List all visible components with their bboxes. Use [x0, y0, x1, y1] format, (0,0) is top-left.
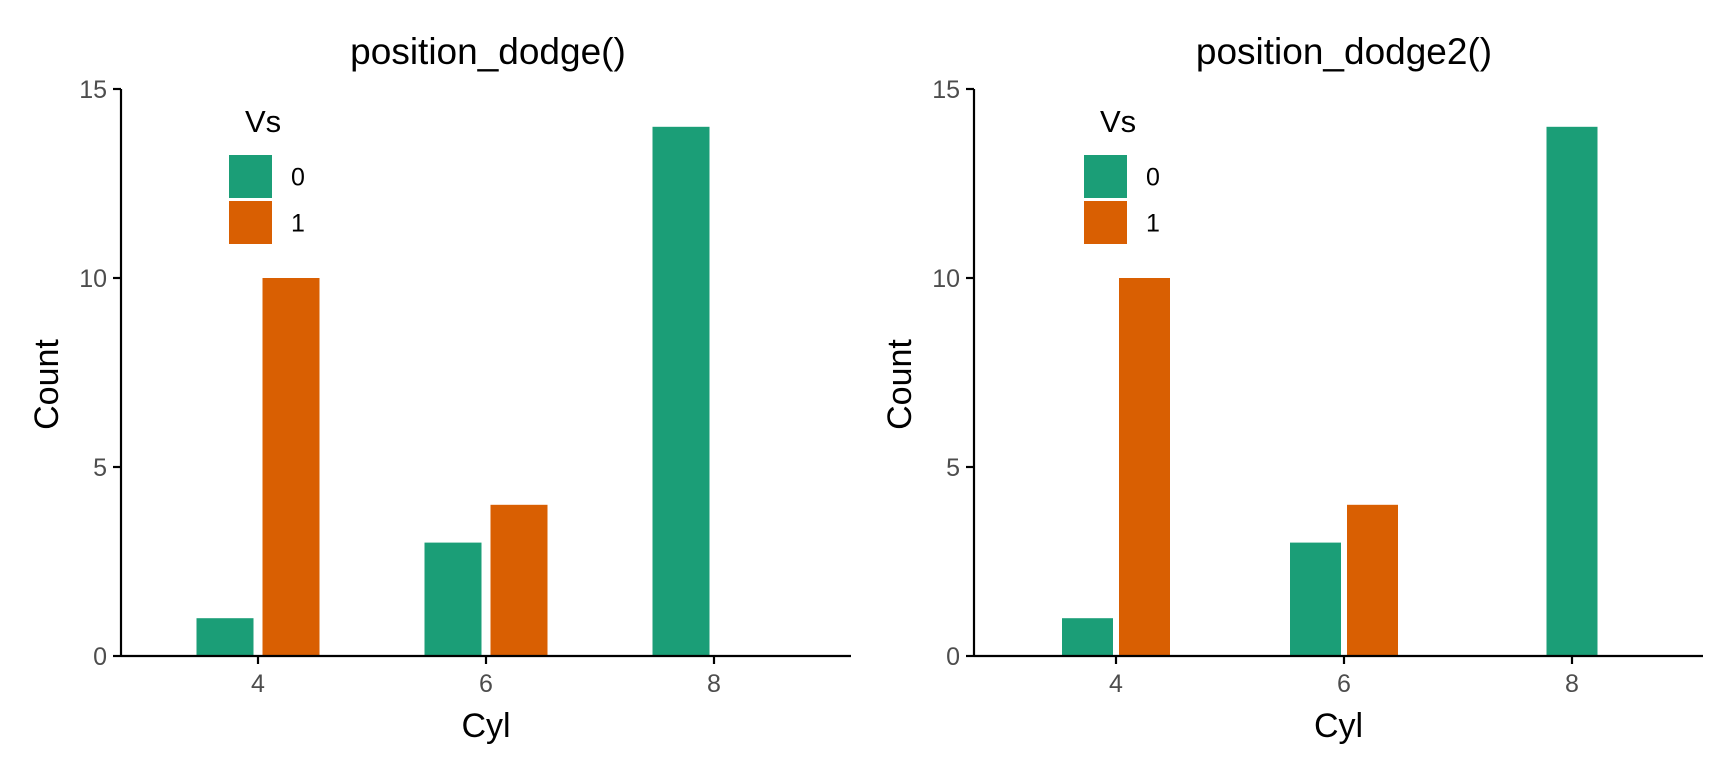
bar-cyl8-vs0 — [1546, 126, 1598, 657]
bar-cyl6-vs1 — [490, 504, 548, 656]
legend-title: Vs — [1100, 104, 1136, 139]
y-tick-label: 0 — [946, 643, 960, 671]
x-axis-title: Cyl — [461, 707, 510, 745]
bar-cyl4-vs0 — [1062, 618, 1113, 656]
chart-panel-1: position_dodge() 0 5 10 15 4 6 8 Cyl Count Vs 0 1 — [28, 31, 851, 745]
chart-title: position_dodge() — [350, 31, 626, 72]
legend: Vs 0 1 — [1084, 104, 1160, 244]
chart-title: position_dodge2() — [1196, 31, 1492, 72]
legend-title: Vs — [245, 104, 281, 139]
y-tick-label: 0 — [93, 643, 107, 671]
legend-label-1: 1 — [1146, 210, 1160, 238]
chart-panel-2: position_dodge2() 0 5 10 15 4 6 8 Cyl Count Vs 0 1 — [881, 31, 1703, 745]
y-tick-label: 5 — [946, 454, 960, 482]
x-tick-label: 8 — [1565, 670, 1579, 698]
bar-cyl8-vs0 — [652, 126, 710, 657]
y-axis-title: Count — [28, 339, 66, 430]
bar-cyl4-vs0 — [196, 618, 254, 656]
x-tick-label: 4 — [1109, 670, 1123, 698]
legend-key-0 — [229, 155, 272, 198]
y-tick-label: 15 — [932, 76, 960, 104]
x-tick-label: 4 — [251, 670, 265, 698]
legend-label-0: 0 — [1146, 164, 1160, 192]
x-tick-label: 6 — [479, 670, 493, 698]
x-axis-title: Cyl — [1314, 707, 1363, 745]
legend-key-1 — [229, 201, 272, 244]
bar-cyl6-vs0 — [424, 542, 482, 656]
legend-label-0: 0 — [291, 164, 305, 192]
legend: Vs 0 1 — [229, 104, 305, 244]
y-axis-title: Count — [881, 339, 919, 430]
legend-key-1 — [1084, 201, 1127, 244]
x-tick-label: 8 — [707, 670, 721, 698]
y-tick-label: 10 — [79, 265, 107, 293]
x-tick-label: 6 — [1337, 670, 1351, 698]
y-tick-label: 5 — [93, 454, 107, 482]
legend-label-1: 1 — [291, 210, 305, 238]
bar-cyl4-vs1 — [262, 278, 320, 656]
bar-cyl6-vs1 — [1347, 504, 1398, 656]
bar-cyl6-vs0 — [1290, 542, 1341, 656]
bar-cyl4-vs1 — [1119, 278, 1170, 656]
y-tick-label: 10 — [932, 265, 960, 293]
y-tick-label: 15 — [79, 76, 107, 104]
legend-key-0 — [1084, 155, 1127, 198]
